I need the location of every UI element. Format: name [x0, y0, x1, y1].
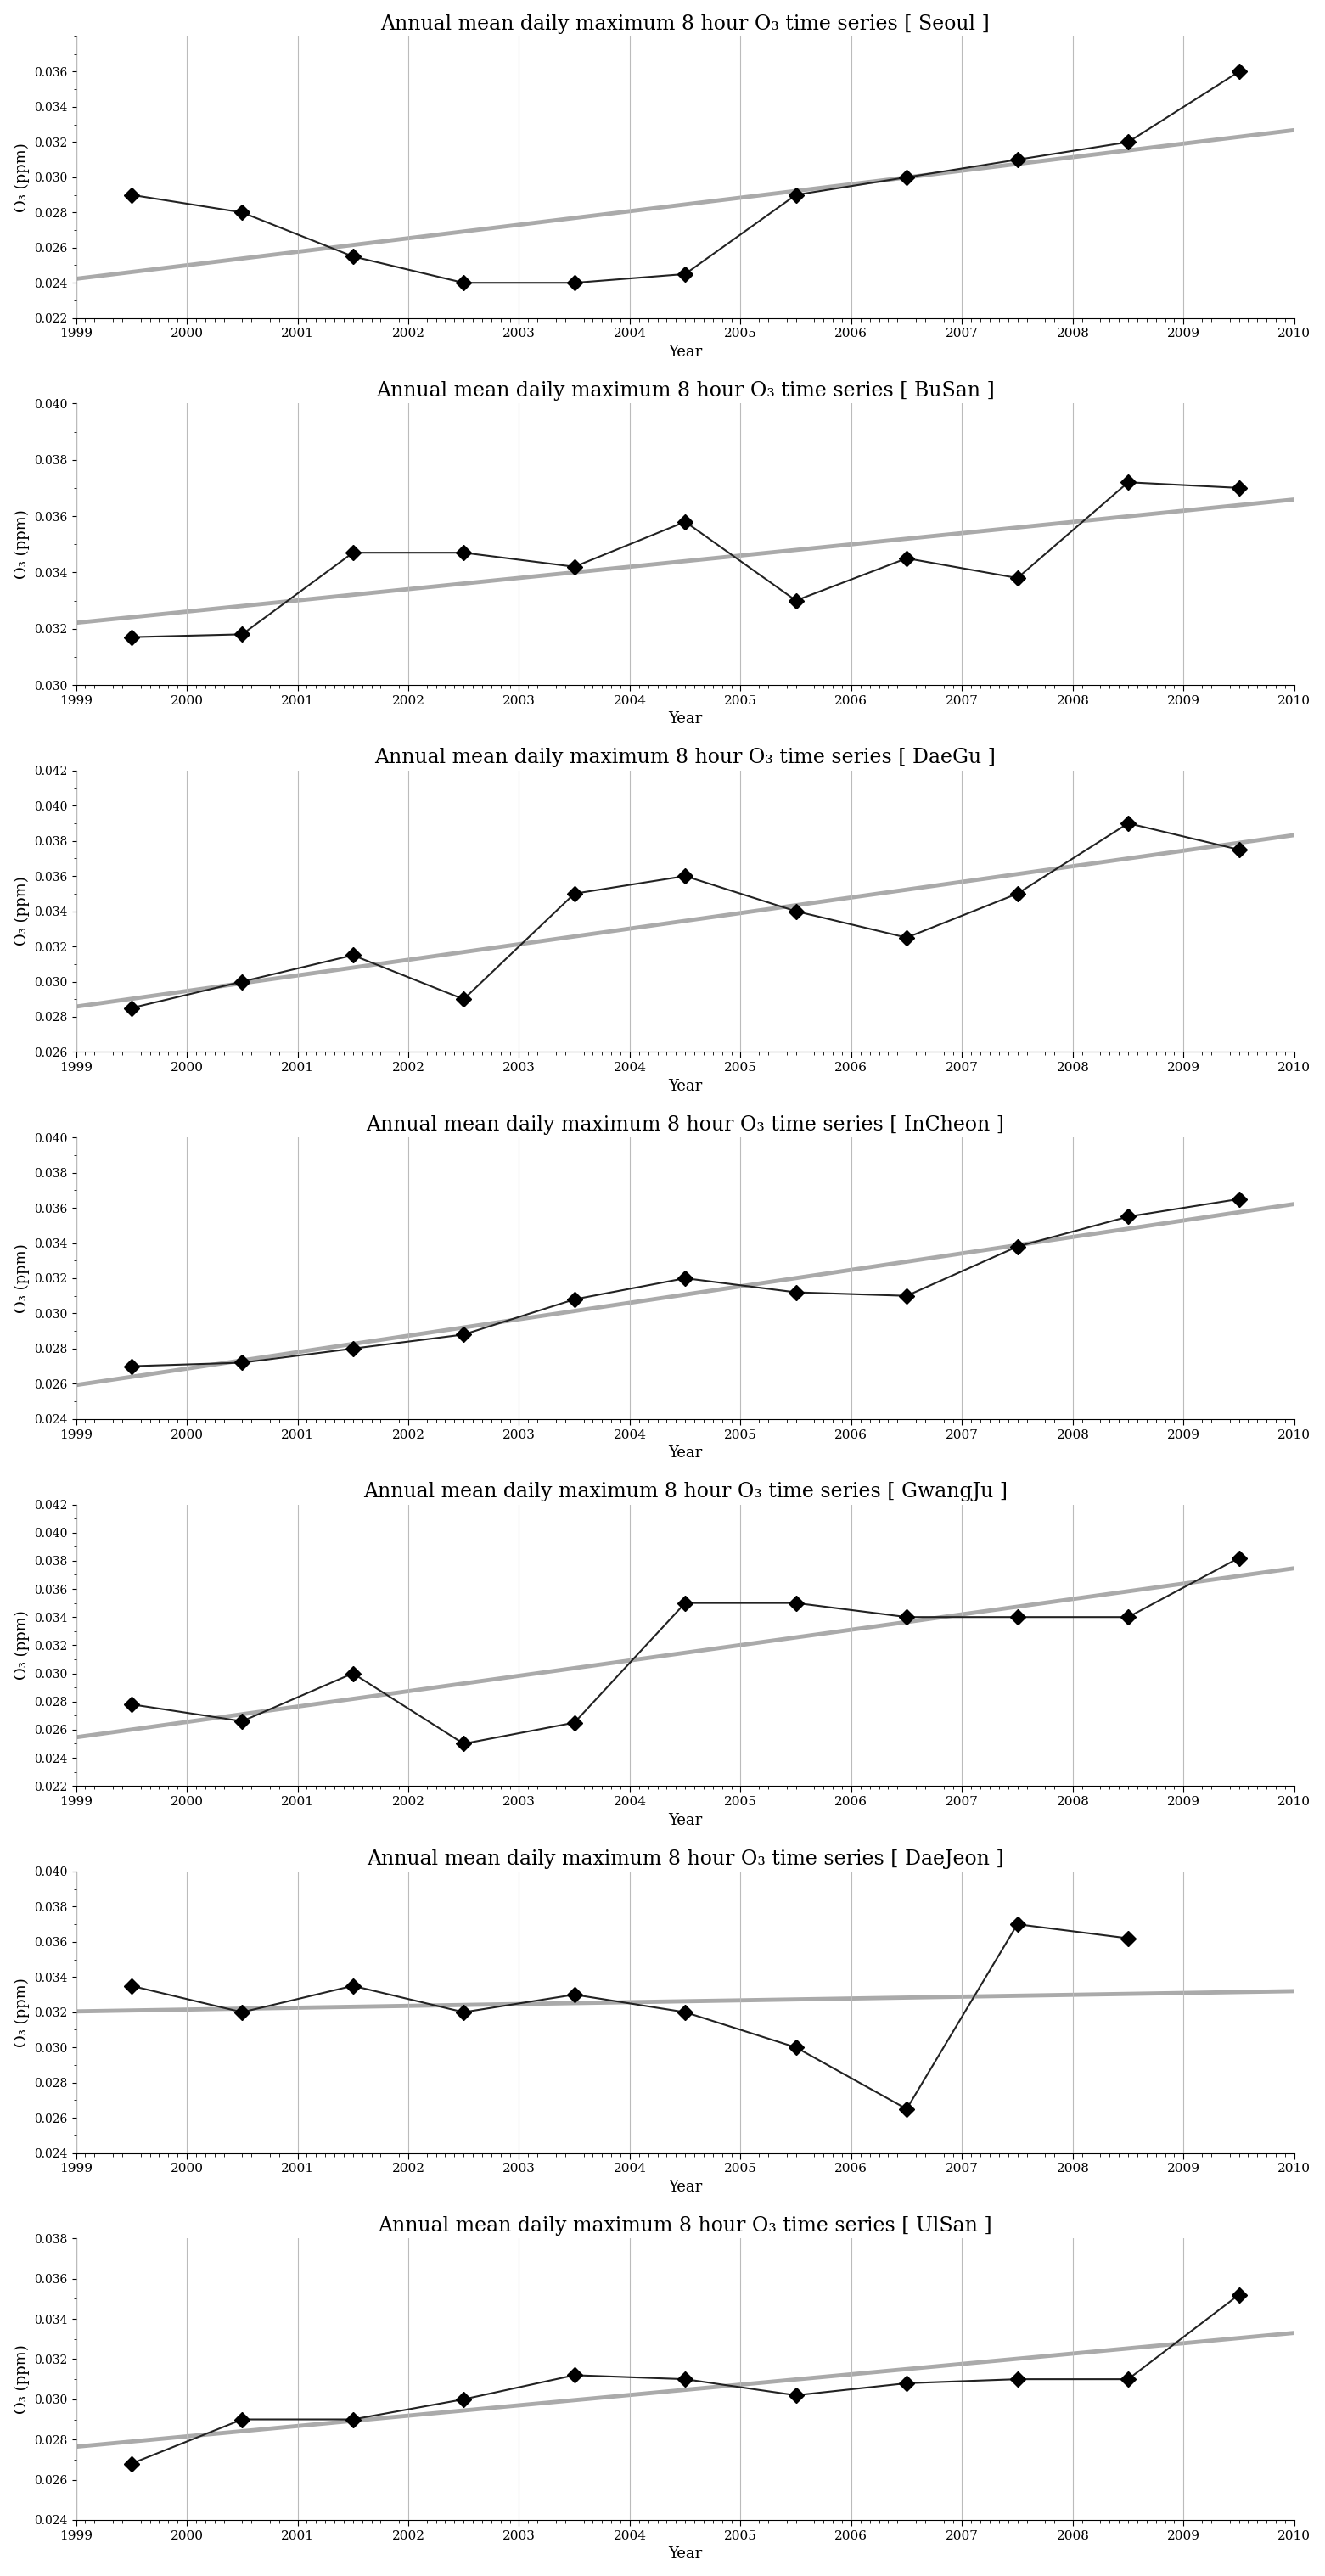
Title: Annual mean daily maximum 8 hour O₃ time series [ Seoul ]: Annual mean daily maximum 8 hour O₃ time… — [380, 13, 990, 33]
Y-axis label: O₃ (ppm): O₃ (ppm) — [15, 1610, 29, 1680]
X-axis label: Year: Year — [668, 345, 702, 361]
X-axis label: Year: Year — [668, 2179, 702, 2195]
Title: Annual mean daily maximum 8 hour O₃ time series [ DaeJeon ]: Annual mean daily maximum 8 hour O₃ time… — [367, 1850, 1004, 1868]
X-axis label: Year: Year — [668, 711, 702, 726]
Title: Annual mean daily maximum 8 hour O₃ time series [ UlSan ]: Annual mean daily maximum 8 hour O₃ time… — [378, 2215, 992, 2236]
X-axis label: Year: Year — [668, 1079, 702, 1095]
Y-axis label: O₃ (ppm): O₃ (ppm) — [15, 1978, 29, 2048]
Y-axis label: O₃ (ppm): O₃ (ppm) — [15, 2344, 29, 2414]
X-axis label: Year: Year — [668, 2548, 702, 2563]
Y-axis label: O₃ (ppm): O₃ (ppm) — [15, 1244, 29, 1314]
Y-axis label: O₃ (ppm): O₃ (ppm) — [15, 876, 29, 945]
X-axis label: Year: Year — [668, 1814, 702, 1829]
Title: Annual mean daily maximum 8 hour O₃ time series [ BuSan ]: Annual mean daily maximum 8 hour O₃ time… — [376, 381, 995, 402]
X-axis label: Year: Year — [668, 1445, 702, 1461]
Y-axis label: O₃ (ppm): O₃ (ppm) — [15, 142, 29, 211]
Y-axis label: O₃ (ppm): O₃ (ppm) — [15, 510, 29, 580]
Title: Annual mean daily maximum 8 hour O₃ time series [ InCheon ]: Annual mean daily maximum 8 hour O₃ time… — [366, 1115, 1004, 1133]
Title: Annual mean daily maximum 8 hour O₃ time series [ DaeGu ]: Annual mean daily maximum 8 hour O₃ time… — [375, 747, 996, 768]
Title: Annual mean daily maximum 8 hour O₃ time series [ GwangJu ]: Annual mean daily maximum 8 hour O₃ time… — [363, 1481, 1007, 1502]
